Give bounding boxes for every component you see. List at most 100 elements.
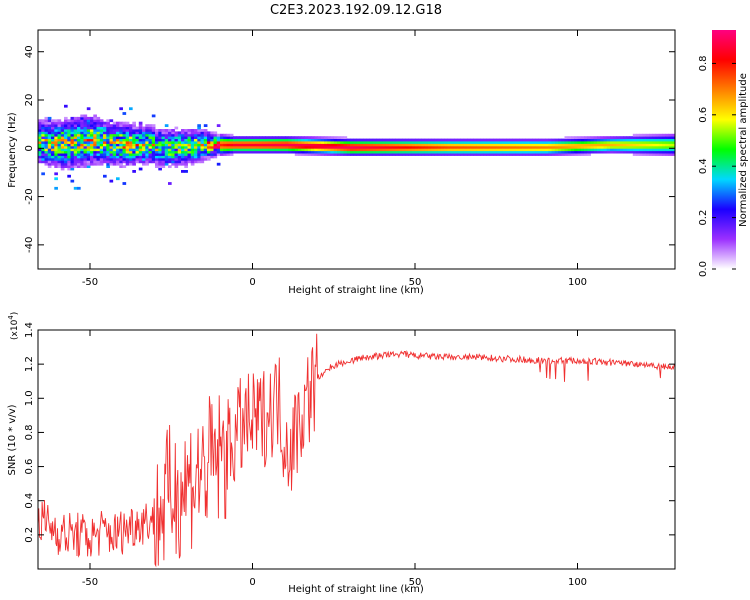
heatmap-cell: [600, 143, 604, 147]
heatmap-cell: [164, 155, 169, 159]
heatmap-cell: [99, 162, 104, 166]
heatmap-cell: [70, 145, 75, 149]
heatmap-cell: [649, 148, 653, 152]
heatmap-cell: [272, 143, 276, 147]
heatmap-cell: [129, 160, 133, 164]
heatmap-cell: [343, 150, 348, 154]
heatmap-cell: [636, 141, 640, 144]
heatmap-cell: [96, 162, 101, 166]
heatmap-cell: [584, 148, 588, 152]
heatmap-cell: [119, 131, 123, 135]
heatmap-cell: [350, 141, 354, 144]
heatmap-cell: [54, 129, 58, 132]
x-tick-label: 100: [568, 577, 587, 588]
heatmap-cell: [249, 141, 253, 144]
heatmap-cell: [47, 119, 52, 123]
heatmap-cell: [652, 143, 656, 147]
heatmap-cell: [372, 150, 377, 154]
heatmap-cell: [298, 136, 302, 140]
heatmap-cell: [496, 141, 500, 144]
figure-title: C2E3.2023.192.09.12.G18: [270, 3, 442, 18]
heatmap-cell: [376, 148, 380, 152]
heatmap-cell: [665, 145, 669, 149]
heatmap-cell: [558, 138, 562, 142]
heatmap-cell: [307, 141, 312, 144]
heatmap-cell: [255, 141, 260, 144]
heatmap-cell: [216, 143, 221, 147]
heatmap-cell: [86, 148, 91, 152]
heatmap-cell: [213, 138, 218, 142]
heatmap-cell: [268, 138, 273, 142]
heatmap-cell: [161, 136, 166, 140]
heatmap-cell: [86, 126, 91, 130]
heatmap-cell: [658, 150, 663, 154]
heatmap-cell: [171, 150, 175, 154]
heatmap-cell: [395, 138, 400, 142]
heatmap-cell: [515, 138, 520, 142]
heatmap-cell: [246, 138, 250, 142]
heatmap-cell: [220, 138, 224, 142]
snr-line: [37, 333, 676, 568]
heatmap-cell: [93, 119, 97, 123]
heatmap-cell: [382, 141, 387, 144]
spectrogram-frame: [37, 29, 676, 270]
heatmap-cell: [138, 129, 143, 132]
heatmap-cell: [213, 131, 218, 135]
heatmap-cell: [350, 150, 354, 154]
heatmap-cell: [554, 141, 559, 144]
heatmap-cell: [502, 145, 507, 149]
heatmap-cell: [574, 145, 578, 149]
heatmap-cell: [528, 141, 533, 144]
heatmap-cell: [567, 143, 572, 147]
heatmap-cell: [600, 150, 604, 154]
heatmap-cell: [337, 138, 341, 142]
heatmap-cell: [249, 136, 253, 140]
heatmap-cell: [168, 129, 172, 132]
heatmap-cell: [197, 131, 201, 135]
heatmap-cell: [655, 145, 660, 149]
heatmap-cell: [93, 143, 97, 147]
heatmap-cell: [77, 143, 81, 147]
heatmap-cell: [158, 160, 162, 164]
heatmap-cell: [109, 150, 114, 154]
heatmap-cell: [606, 141, 611, 144]
heatmap-cell: [483, 148, 487, 152]
heatmap-cell: [135, 150, 140, 154]
heatmap-cell: [350, 148, 354, 152]
heatmap-cell: [83, 143, 88, 147]
heatmap-cell: [216, 150, 221, 154]
heatmap-cell: [73, 119, 78, 123]
colorbar-tick-label: 0.8: [698, 55, 709, 71]
heatmap-cell: [272, 150, 276, 154]
heatmap-cell: [103, 126, 107, 130]
heatmap-cell: [512, 143, 517, 147]
heatmap-cell: [64, 145, 68, 149]
heatmap-cell: [93, 148, 97, 152]
heatmap-cell: [528, 138, 533, 142]
heatmap-cell: [655, 150, 660, 154]
heatmap-cell: [83, 141, 88, 144]
heatmap-cell: [662, 141, 666, 144]
heatmap-cell: [606, 145, 611, 149]
heatmap-cell: [132, 141, 136, 144]
heatmap-cell: [203, 155, 208, 159]
heatmap-cell: [385, 141, 390, 144]
heatmap-cell: [80, 119, 84, 123]
heatmap-cell: [54, 126, 58, 130]
heatmap-cell: [96, 133, 101, 137]
heatmap-cell: [83, 165, 88, 169]
heatmap-cell: [138, 153, 143, 156]
heatmap-cell: [99, 148, 104, 152]
heatmap-cell: [171, 136, 175, 140]
heatmap-cell: [645, 133, 650, 137]
heatmap-cell: [385, 145, 390, 149]
heatmap-cell: [496, 153, 500, 156]
heatmap-cell: [77, 131, 81, 135]
heatmap-cell: [649, 143, 653, 147]
heatmap-cell: [67, 160, 71, 164]
heatmap-cell: [415, 148, 419, 152]
heatmap-cell: [379, 141, 383, 144]
heatmap-cell: [210, 148, 214, 152]
heatmap-cell: [223, 148, 227, 152]
heatmap-cell: [545, 145, 549, 149]
